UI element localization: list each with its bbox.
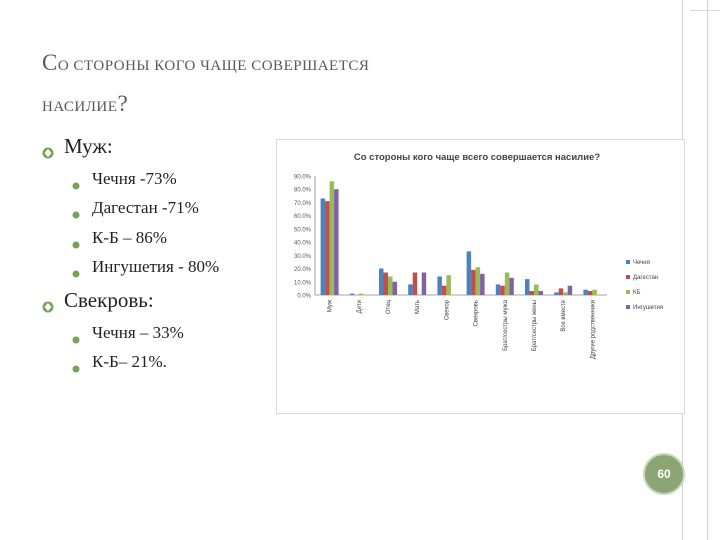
bar [349,293,355,295]
list-item: К-Б– 21%. [72,352,167,373]
bar [480,273,485,295]
x-tick-label: Все вместе [561,299,567,331]
legend-swatch [626,275,630,279]
y-tick-label: 60.0% [294,214,312,220]
y-tick-label: 90.0% [294,175,312,181]
diamond-bullet-icon [42,294,54,319]
bar-chart: Со стороны кого чаще всего совершается н… [294,152,663,359]
y-tick-label: 80.0% [294,188,312,194]
slide-title: СО СТОРОНЫ КОГО ЧАЩЕ СОВЕРШАЕТСЯ НАСИЛИЕ… [42,50,370,116]
right-border-line-inner [707,0,708,540]
square-bullet-icon [72,358,80,378]
x-tick-label: Дети [357,300,363,313]
bar [412,272,418,295]
bar [554,292,559,295]
list-group-mother-in-law: Свекровь: [42,288,154,313]
bar [587,291,593,295]
bar [441,285,447,295]
bar [500,285,505,295]
legend-label: Ингушетия [633,305,663,311]
list-item: Дагестан -71% [72,198,199,219]
y-tick-label: 40.0% [294,241,312,247]
bar [475,267,481,295]
bar [379,268,384,295]
y-tick-label: 70.0% [294,201,312,207]
y-tick-label: 20.0% [294,267,312,273]
bar [392,281,397,295]
legend-swatch [626,260,630,264]
x-tick-label: Свекор [444,299,450,320]
bar [538,291,543,295]
bar [320,198,326,295]
y-tick-label: 0.0% [297,294,311,300]
bar [421,272,427,295]
list-item: Чечня – 33% [72,323,184,344]
x-tick-label: Другие родственники [590,300,596,359]
legend-label: Чечня [633,260,650,266]
y-tick-label: 50.0% [294,227,312,233]
page-number-badge: 60 [643,453,685,495]
diamond-bullet-icon [42,140,54,165]
list-item: Чечня -73% [72,169,177,190]
bar [567,285,573,295]
bar [495,284,501,295]
chart-title: Со стороны кого чаще всего совершается н… [354,152,600,163]
square-bullet-icon [72,234,80,254]
bar [592,289,597,295]
bar [525,279,530,295]
bar [388,276,393,295]
legend-label: КБ [633,290,640,296]
square-bullet-icon [72,204,80,224]
legend-swatch [626,305,630,309]
list-group-label: Муж: [64,134,113,158]
bar [383,272,388,295]
list-group-husband: Муж: [42,134,113,159]
chart-frame: Со стороны кого чаще всего совершается н… [276,139,685,414]
bar [504,272,510,295]
list-group-label: Свекровь: [64,288,154,312]
square-bullet-icon [72,175,80,195]
y-tick-label: 10.0% [294,280,312,286]
bar [446,275,451,295]
page-number: 60 [657,467,671,481]
x-tick-label: Брат/сестры мужа [503,299,509,351]
x-tick-label: Отец [386,299,392,314]
bar [583,289,588,295]
legend-label: Дагестан [633,275,658,281]
bar [558,288,564,295]
bar [466,251,472,295]
x-tick-label: Брат/сестры жены [532,300,538,351]
bar [509,277,514,295]
x-tick-label: Муж [328,300,334,312]
square-bullet-icon [72,329,80,349]
legend-swatch [626,290,630,294]
y-tick-label: 30.0% [294,254,312,260]
square-bullet-icon [72,263,80,283]
x-tick-label: Свекровь [474,300,480,326]
bar [529,291,534,295]
bar [408,284,413,295]
x-tick-label: Мать [415,300,421,314]
bar [358,293,364,295]
corner-rule [690,10,720,11]
bar [534,284,539,295]
list-item: Ингушетия - 80% [72,257,219,278]
list-item: К-Б – 86% [72,228,167,249]
bar [329,181,335,295]
bar [437,276,442,295]
bar [334,189,339,295]
bar [471,269,476,295]
bar [325,201,330,295]
bar [563,292,568,295]
